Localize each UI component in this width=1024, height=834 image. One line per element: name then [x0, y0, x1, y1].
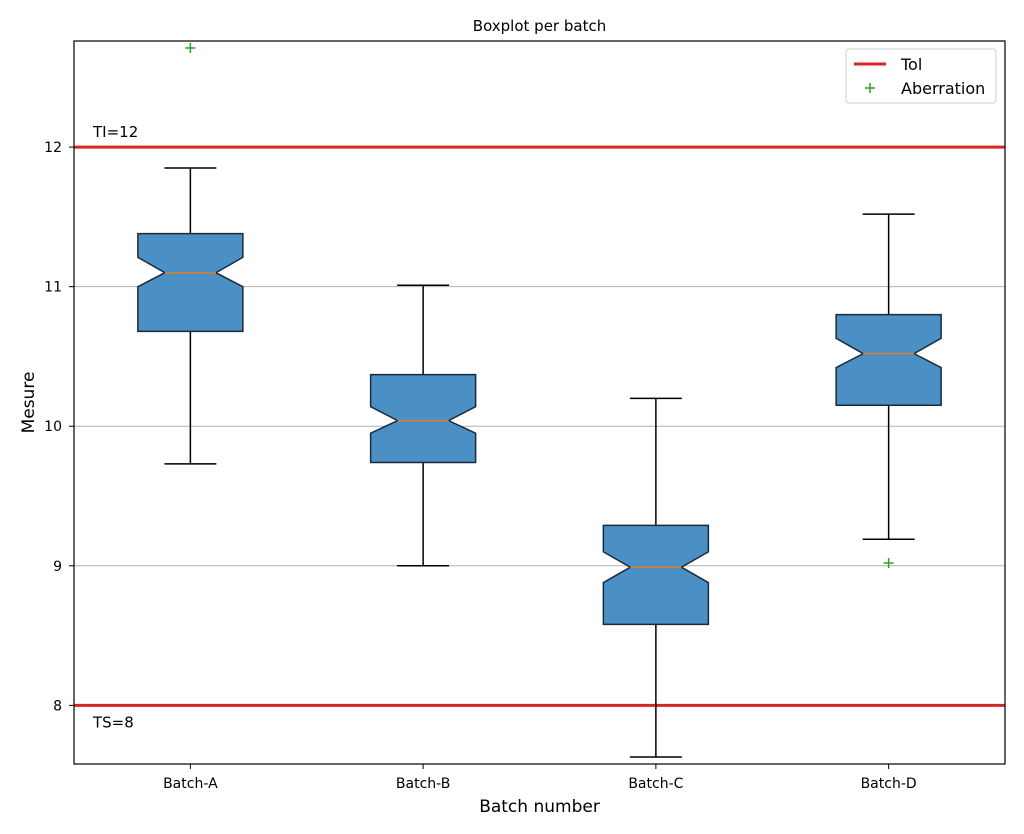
flier-layer [185, 42, 894, 569]
box-batch-d [835, 213, 942, 541]
legend: Tol Aberration [845, 48, 997, 104]
x-tick-label: Batch-C [628, 776, 683, 792]
x-tick-label: Batch-B [396, 776, 450, 792]
notched-box [137, 232, 244, 333]
flier-marker [185, 42, 196, 53]
notched-box [835, 313, 942, 407]
chart-title: Boxplot per batch [473, 17, 606, 35]
tolerance-label: TI=12 [92, 123, 138, 141]
reference-lines: TI=12 TS=8 [74, 123, 1005, 731]
legend-label: Tol [900, 55, 922, 74]
y-tick-label: 8 [53, 698, 62, 714]
plot-frame [73, 40, 1006, 765]
flier-marker [883, 558, 894, 569]
y-tick-label: 10 [44, 419, 62, 435]
y-tick-label: 11 [44, 280, 62, 296]
notched-box [369, 373, 477, 464]
box-batch-a [137, 167, 244, 465]
legend-label: Aberration [901, 79, 985, 98]
x-tick-label: Batch-A [163, 776, 218, 792]
x-axis-title: Batch number [479, 797, 600, 817]
grid-layer [74, 146, 1005, 706]
notched-box [602, 524, 710, 626]
box-batch-b [369, 284, 477, 567]
tolerance-label: TS=8 [92, 713, 134, 731]
y-tick-label: 9 [53, 559, 62, 575]
x-tick-label: Batch-D [861, 776, 917, 792]
box-batch-c [602, 397, 710, 758]
y-tick-label: 12 [44, 140, 62, 156]
axis-layer: 8 9 10 11 12 Batch-A Batch-B Batch-C Batch-D [44, 140, 916, 792]
box-layer [137, 167, 942, 758]
y-axis-title: Mesure [19, 372, 39, 434]
